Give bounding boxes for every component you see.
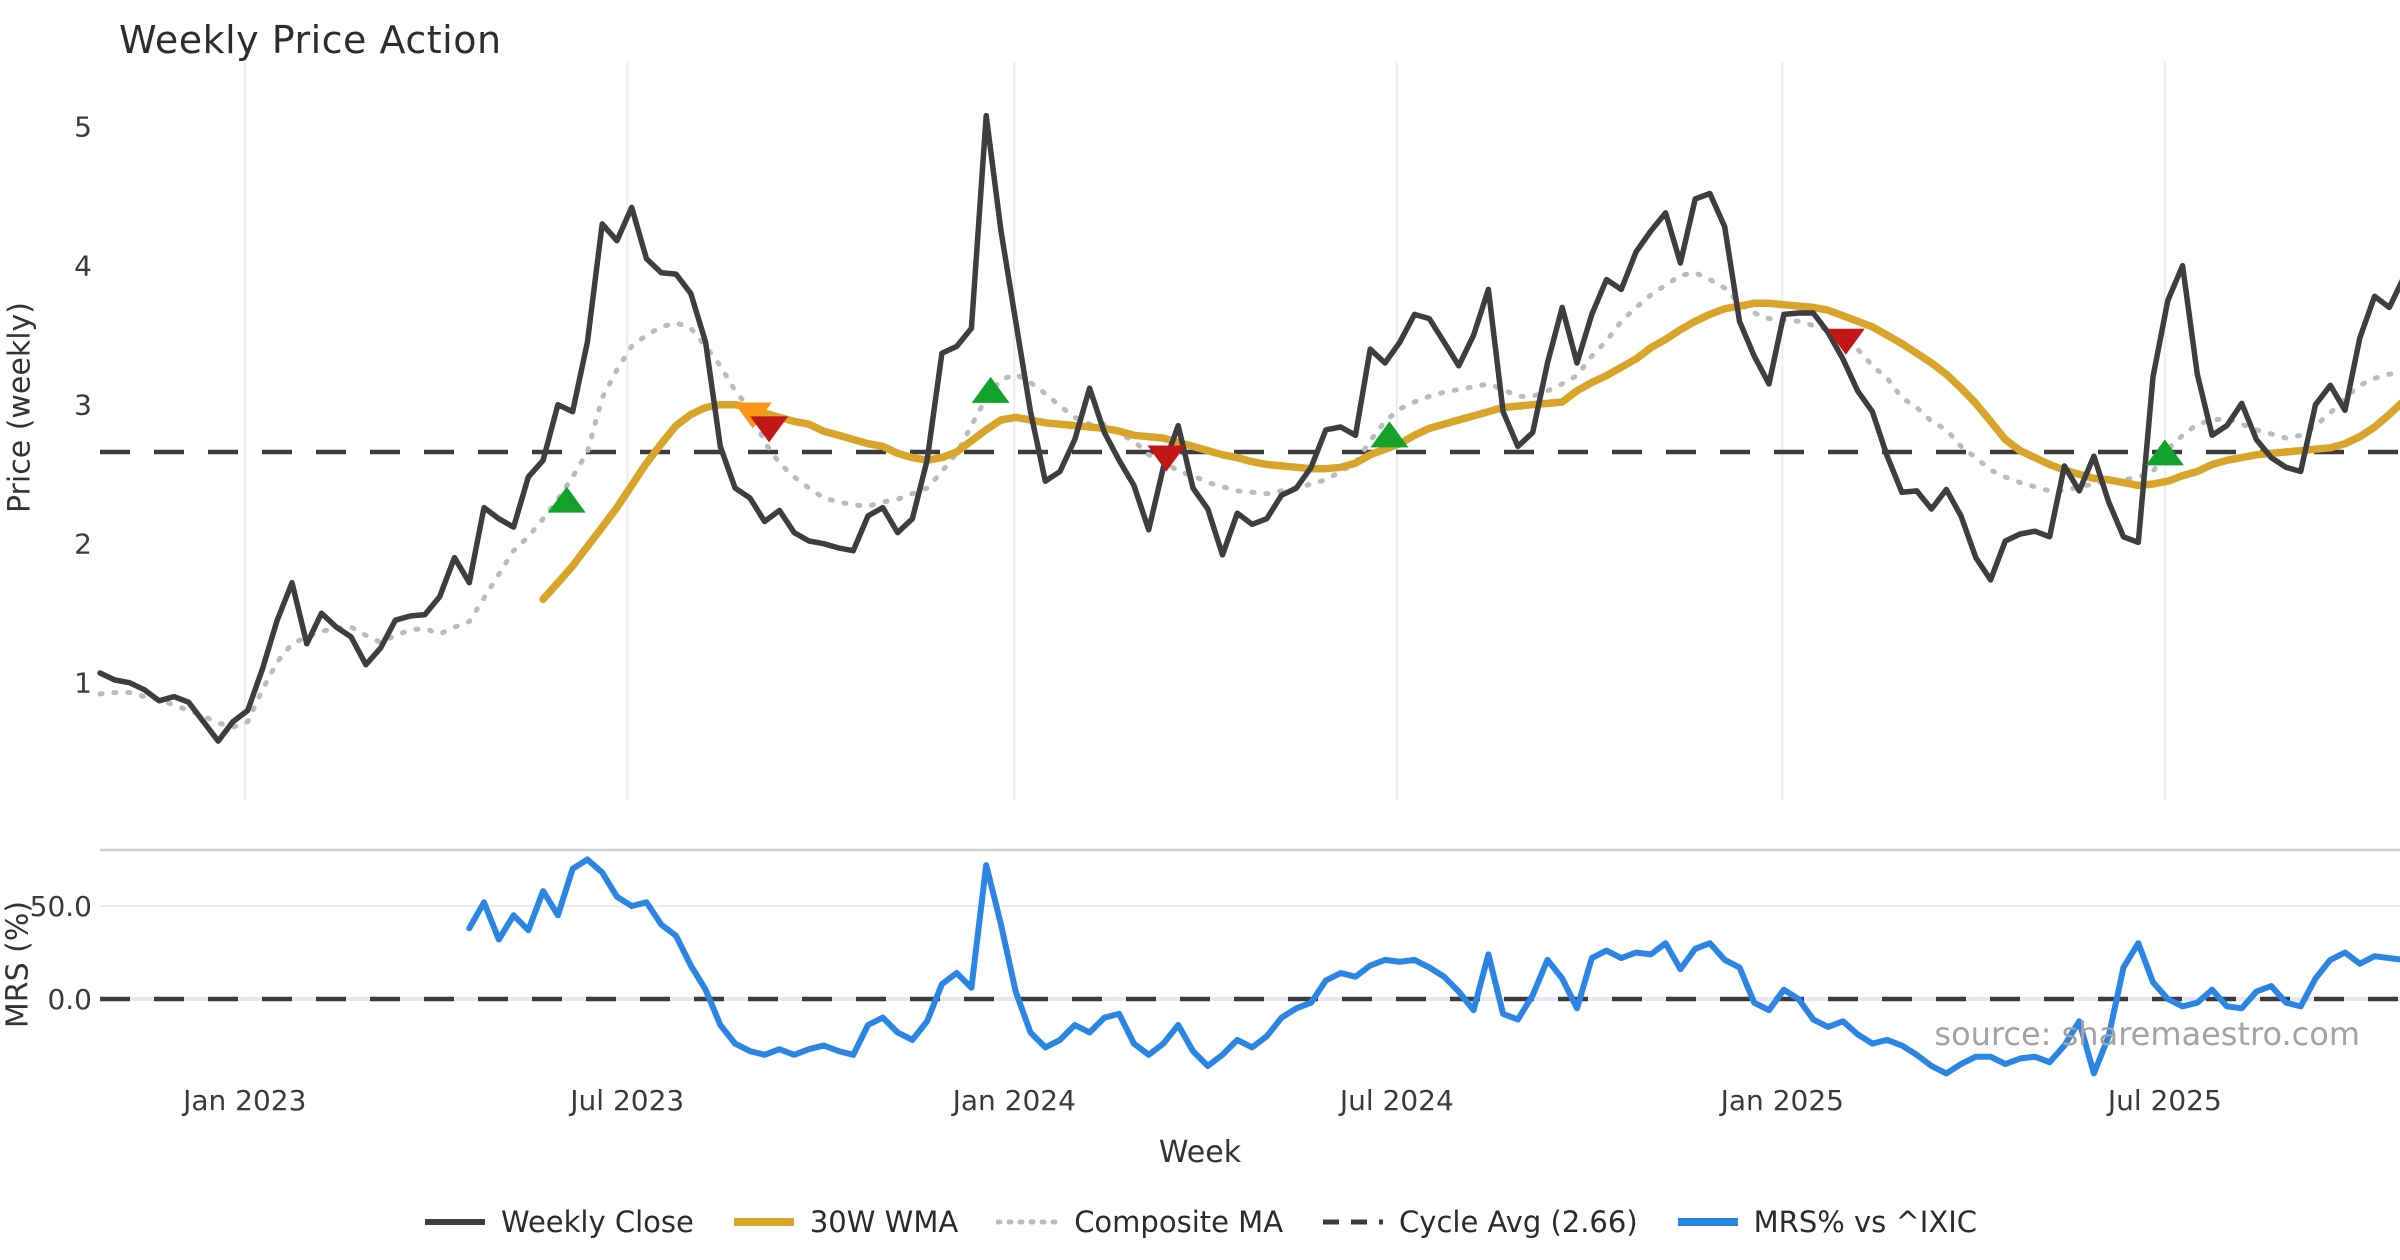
x-tick-label: Jan 2024 (951, 1084, 1076, 1117)
sell-signal-triangle (1147, 445, 1186, 472)
legend-item-3[interactable]: Cycle Avg (2.66) (1321, 1205, 1638, 1239)
legend-label: Composite MA (1074, 1205, 1284, 1239)
x-tick-label: Jan 2025 (1719, 1084, 1844, 1117)
gridlines (100, 62, 2400, 1001)
cycle-average-line (100, 449, 2400, 1002)
warn-signal-triangle (733, 402, 772, 429)
price-axis-label: Price (weekly) (2, 301, 38, 514)
signal-markers (547, 328, 2184, 513)
legend-item-1[interactable]: 30W WMA (732, 1205, 958, 1239)
legend-swatch-icon (1323, 1219, 1384, 1225)
price-tick-label: 3 (74, 389, 92, 422)
buy-signal-triangle (971, 376, 1010, 403)
legend-item-2[interactable]: Composite MA (996, 1205, 1283, 1239)
legend-swatch-icon (733, 1218, 794, 1226)
mrs-tick-label: 50.0 (30, 890, 92, 923)
price-tick-label: 2 (74, 528, 92, 561)
wma-30w-line (539, 299, 2400, 604)
price-tick-label: 5 (74, 111, 92, 144)
legend-item-4[interactable]: MRS% vs ^IXIC (1676, 1205, 1977, 1239)
composite-ma-line (97, 270, 2400, 730)
series-lines (97, 112, 2400, 1077)
source-watermark: source: sharemaestro.com (1934, 1015, 2360, 1053)
x-axis-label: Week (1158, 1135, 1242, 1170)
legend-label: Weekly Close (500, 1205, 694, 1239)
x-tick-label: Jul 2024 (1338, 1084, 1454, 1117)
legend-label: MRS% vs ^IXIC (1753, 1205, 1978, 1239)
legend-swatch-icon (996, 1219, 1061, 1225)
sell-signal-triangle (750, 416, 789, 443)
price-tick-label: 4 (74, 250, 92, 283)
legend-label: 30W WMA (809, 1205, 959, 1239)
buy-signal-triangle (2145, 439, 2184, 466)
price-tick-label: 1 (74, 667, 92, 700)
weekly-close-line (97, 112, 2400, 744)
chart-legend: Weekly Close 30W WMA Composite MA Cycle Avg… (0, 1205, 2400, 1239)
x-tick-label: Jan 2023 (181, 1084, 306, 1117)
axis-tick-labels: Jan 2023 Jul 2023 Jan 2024 Jul 2024 Jan 2025… (30, 111, 2222, 1117)
buy-signal-triangle (1370, 421, 1409, 448)
legend-swatch-icon (424, 1219, 485, 1225)
buy-signal-triangle (547, 486, 586, 513)
page-title: Weekly Price Action (119, 18, 502, 62)
mrs-axis-label: MRS (%) (0, 900, 36, 1029)
x-tick-label: Jul 2025 (2106, 1084, 2222, 1117)
legend-swatch-icon (1677, 1218, 1738, 1226)
legend-item-0[interactable]: Weekly Close (423, 1205, 694, 1239)
x-tick-label: Jul 2023 (568, 1084, 684, 1117)
sell-signal-triangle (1826, 328, 1865, 355)
mrs-tick-label: 0.0 (47, 983, 92, 1016)
mrs-line (466, 856, 2400, 1077)
legend-label: Cycle Avg (2.66) (1399, 1205, 1638, 1239)
